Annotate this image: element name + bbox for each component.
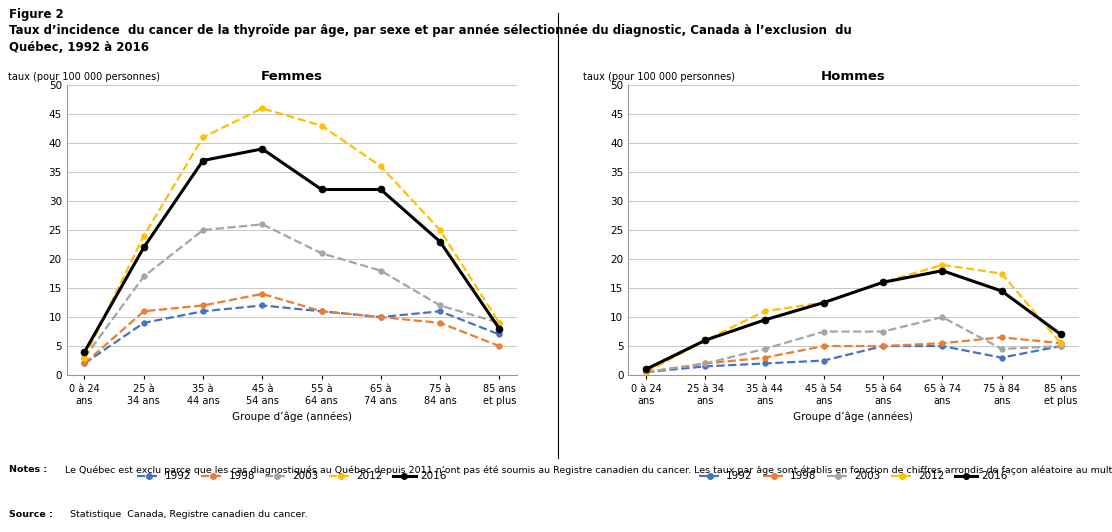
Legend: 1992, 1998, 2003, 2012, 2016: 1992, 1998, 2003, 2012, 2016 — [695, 467, 1012, 486]
Text: Québec, 1992 à 2016: Québec, 1992 à 2016 — [9, 41, 149, 54]
Text: Taux d’incidence  du cancer de la thyroïde par âge, par sexe et par année sélect: Taux d’incidence du cancer de la thyroïd… — [9, 24, 852, 37]
Title: Femmes: Femmes — [261, 70, 322, 82]
Legend: 1992, 1998, 2003, 2012, 2016: 1992, 1998, 2003, 2012, 2016 — [133, 467, 450, 486]
Text: taux (pour 100 000 personnes): taux (pour 100 000 personnes) — [8, 72, 160, 82]
Text: Figure 2: Figure 2 — [9, 8, 63, 21]
Title: Hommes: Hommes — [821, 70, 886, 82]
Text: taux (pour 100 000 personnes): taux (pour 100 000 personnes) — [584, 72, 735, 82]
X-axis label: Groupe d’âge (années): Groupe d’âge (années) — [794, 411, 913, 422]
X-axis label: Groupe d’âge (années): Groupe d’âge (années) — [232, 411, 351, 422]
Text: Source :: Source : — [9, 510, 52, 519]
Text: Statistique  Canada, Registre canadien du cancer.: Statistique Canada, Registre canadien du… — [67, 510, 307, 519]
Text: Le Québec est exclu parce que les cas diagnostiqués au Québec depuis 2011 n’ont : Le Québec est exclu parce que les cas di… — [62, 466, 1112, 475]
Text: Notes :: Notes : — [9, 466, 47, 475]
